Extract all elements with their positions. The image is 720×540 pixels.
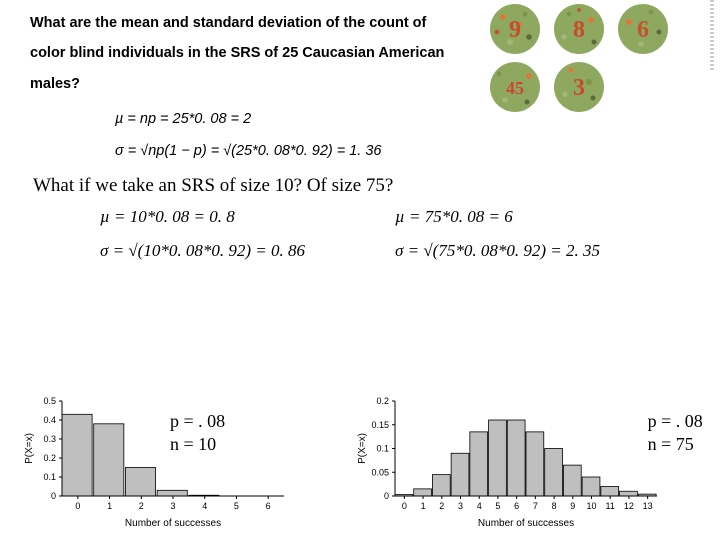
svg-text:3: 3 [573,75,585,101]
svg-text:4: 4 [202,501,207,511]
right-mu: µ = 75*0. 08 = 6 [395,207,690,227]
calc-columns: µ = 10*0. 08 = 0. 8 σ = √(10*0. 08*0. 92… [100,207,690,275]
chart-left-cell: 0 0.1 0.2 0.3 0.4 0.5 0 1 2 3 4 5 6 P(X=x) Number of s… [20,395,348,530]
svg-text:0: 0 [75,501,80,511]
chart-right: 00.050.10.150.2012345678910111213P(X=x)N… [353,395,663,530]
svg-text:5: 5 [234,501,239,511]
left-sigma: σ = √(10*0. 08*0. 92) = 0. 86 [100,241,395,261]
chart-left: 0 0.1 0.2 0.3 0.4 0.5 0 1 2 3 4 5 6 P(X=x) Number of s… [20,395,290,530]
svg-text:0.2: 0.2 [376,396,389,406]
svg-text:9: 9 [570,501,575,511]
svg-text:13: 13 [642,501,652,511]
left-mu: µ = 10*0. 08 = 0. 8 [100,207,395,227]
svg-text:0: 0 [401,501,406,511]
svg-text:9: 9 [509,17,521,43]
svg-text:45: 45 [506,78,524,98]
svg-text:P(X=x): P(X=x) [24,433,35,464]
svg-text:8: 8 [551,501,556,511]
svg-text:0.15: 0.15 [371,420,389,430]
svg-text:0.2: 0.2 [43,453,56,463]
svg-text:Number of successes: Number of successes [478,518,574,529]
svg-text:7: 7 [532,501,537,511]
svg-text:P(X=x): P(X=x) [357,433,368,464]
svg-text:6: 6 [514,501,519,511]
chart-left-annotation: p = . 08n = 10 [170,410,225,457]
svg-text:0.3: 0.3 [43,434,56,444]
svg-text:8: 8 [573,17,585,43]
svg-text:0.4: 0.4 [43,415,56,425]
formula-sigma: σ = √np(1 − p) = √(25*0. 08*0. 92) = 1. … [115,143,690,159]
svg-text:0: 0 [51,491,56,501]
chart-right-cell: 00.050.10.150.2012345678910111213P(X=x)N… [353,395,720,530]
frame-decor [710,0,714,70]
svg-text:2: 2 [139,501,144,511]
svg-text:12: 12 [624,501,634,511]
svg-text:2: 2 [439,501,444,511]
formula-block: µ = np = 25*0. 08 = 2 σ = √np(1 − p) = √… [115,111,690,159]
ishihara-plate-45: 45 [485,60,545,114]
svg-text:3: 3 [170,501,175,511]
svg-text:0.05: 0.05 [371,467,389,477]
svg-text:0.1: 0.1 [376,444,389,454]
svg-text:1: 1 [107,501,112,511]
svg-text:3: 3 [458,501,463,511]
svg-text:Number of successes: Number of successes [125,518,221,529]
svg-text:1: 1 [420,501,425,511]
question-text: What are the mean and standard deviation… [30,8,460,99]
ishihara-plate-9: 9 [485,2,545,56]
ishihara-plates: 9 8 6 45 3 [485,2,705,114]
svg-text:5: 5 [495,501,500,511]
chart-right-annotation: p = . 08n = 75 [648,410,703,457]
svg-text:4: 4 [476,501,481,511]
svg-text:6: 6 [266,501,271,511]
ishihara-plate-6: 6 [613,2,673,56]
svg-text:0.1: 0.1 [43,472,56,482]
svg-text:0: 0 [384,491,389,501]
right-sigma: σ = √(75*0. 08*0. 92) = 2. 35 [395,241,690,261]
ishihara-plate-3: 3 [549,60,609,114]
svg-text:0.5: 0.5 [43,396,56,406]
svg-text:10: 10 [586,501,596,511]
sub-question: What if we take an SRS of size 10? Of si… [33,175,690,197]
chart-row: 00.10.20.30.40.50123456P(X=x)Number of s… [20,395,720,530]
svg-text:6: 6 [637,17,649,43]
ishihara-plate-8: 8 [549,2,609,56]
svg-text:11: 11 [605,501,614,511]
